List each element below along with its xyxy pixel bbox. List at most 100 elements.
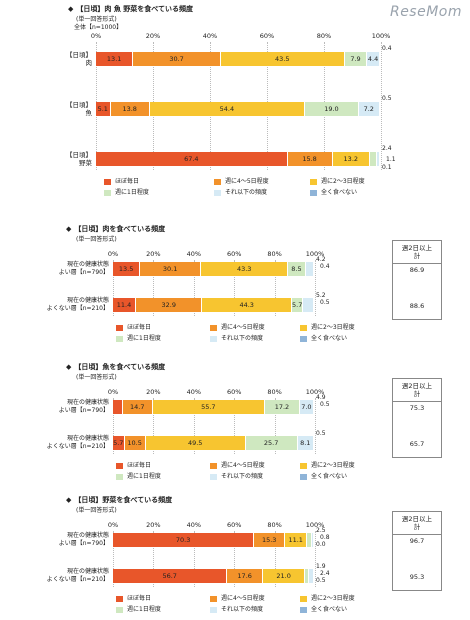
bar-segment: 10.5 [124,436,146,450]
stacked-bar: 5.1 13.8 54.4 19.0 7.2 [96,102,381,116]
bar-segment: 11.1 [285,533,308,547]
row-label: 【日頃】 肉 [66,51,92,67]
legend-label: 週に4～5日程度 [221,324,265,331]
legend-swatch [300,606,307,613]
summary-value: 75.3 [409,404,425,412]
diamond-icon: ◆ [68,5,74,13]
gridline [315,398,316,454]
legend-swatch [210,335,217,342]
axis-tick-label: 0% [90,32,102,40]
data-label: 0.4 [320,263,330,270]
legend-label: ほぼ毎日 [115,178,140,185]
bar-segment: 30.7 [133,52,221,66]
legend-item: それ以下の頻度 [210,333,263,342]
legend-swatch [116,606,123,613]
axis-tick-label: 0% [107,388,119,396]
bar-segment: 30.1 [140,262,201,276]
legend-item: 週に2～3日程度 [300,593,355,602]
axis-tick-label: 100% [305,521,325,529]
axis-tick-label: 100% [305,250,325,258]
legend-label: 週に4～5日程度 [225,178,269,185]
axis-tick-label: 20% [145,32,161,40]
bar-segment: 44.3 [202,298,292,312]
legend-item: ほぼ毎日 [116,322,151,331]
legend-label: 全く食べない [311,335,348,342]
legend-item: 週に1日程度 [116,333,161,342]
bar-segment: 8.1 [297,436,314,450]
axis-tick-label: 20% [146,521,161,529]
legend-label: 週に4～5日程度 [221,462,265,469]
bar-segment: 11.4 [113,298,137,312]
axis-tick-label: 0% [107,250,119,258]
gridline [315,260,316,316]
data-label: 0.5 [320,299,330,306]
gridline [193,531,195,587]
bar-segment [376,152,380,166]
summary-header: 週2日以上 計 [393,379,441,402]
axis-tick-label: 20% [146,250,161,258]
bar-segment: 7.9 [344,52,368,66]
axis-tick-label: 80% [267,388,282,396]
bar-segment: 49.5 [145,436,246,450]
axis-tick-label: 40% [202,32,218,40]
bar-segment [313,436,315,450]
chart-subtitle: (単一回答形式) [76,507,117,514]
bar-segment [305,262,314,276]
axis-tick-label: 60% [226,521,242,529]
chart-title-text: 【日頃】魚を食べている頻度 [74,363,166,371]
legend-swatch [310,189,317,196]
summary-value: 96.7 [409,537,425,545]
legend-swatch [104,178,111,185]
bar-segment [314,533,316,547]
axis-tick-label: 80% [267,521,282,529]
legend-swatch [210,606,217,613]
bar-segment [379,52,381,66]
legend-swatch [210,595,217,602]
legend-swatch [214,189,221,196]
chart-title: ◆ 【日頃】肉を食べている頻度 [66,224,165,234]
legend-swatch [210,324,217,331]
legend-swatch [300,324,307,331]
bar-segment [313,400,315,414]
chart-title: ◆ 【日頃】魚を食べている頻度 [66,362,165,372]
data-label: 0.0 [316,541,326,548]
legend-label: 週に1日程度 [127,335,161,342]
summary-value: 65.7 [409,440,425,448]
bar-segment: 13.5 [113,262,141,276]
gridline [153,531,155,587]
bar-segment: 17.6 [227,569,263,583]
legend-label: 全く食べない [311,473,348,480]
legend-item: 週に4～5日程度 [210,460,265,469]
legend-label: 週に1日程度 [115,189,149,196]
bar-segment: 19.0 [304,102,360,116]
legend-item: 週に4～5日程度 [210,322,265,331]
legend-item: それ以下の頻度 [210,604,263,613]
legend-item: 全く食べない [300,471,347,480]
row-label: 現在の健康状態 よくない層【n=210】 [46,568,109,583]
legend-label: それ以下の頻度 [221,335,264,342]
chart-title-text: 【日頃】肉を食べている頻度 [74,225,166,233]
legend-swatch [300,473,307,480]
bar-segment [307,533,313,547]
data-label: 5.2 [316,292,326,299]
diamond-icon: ◆ [66,496,72,504]
bar-segment: 25.7 [245,436,298,450]
chart-panel-2: ◆ 【日頃】肉を食べている頻度 (単一回答形式) 0% 20% 40% 60% 80% 100%… [0,222,470,357]
data-label: 1.1 [386,156,396,163]
legend-swatch [116,324,123,331]
bar-segment: 15.8 [287,152,333,166]
data-label: 4.9 [316,394,326,401]
axis-tick-label: 80% [316,32,332,40]
axis-tick-label: 40% [186,388,202,396]
legend-label: 週に4～5日程度 [221,595,265,602]
bar-segment: 21.0 [262,569,306,583]
legend-label: 週に2～3日程度 [321,178,365,185]
bar-segment: 15.3 [254,533,286,547]
bar-segment: 43.5 [220,52,345,66]
row-label: 現在の健康状態 よくない層【n=210】 [46,297,109,312]
legend-item: 週に2～3日程度 [310,176,365,185]
legend-swatch [116,473,123,480]
data-label: 0.1 [382,164,392,171]
stacked-bar: 14.7 55.7 17.2 7.0 [113,400,315,414]
gridline [193,260,195,316]
